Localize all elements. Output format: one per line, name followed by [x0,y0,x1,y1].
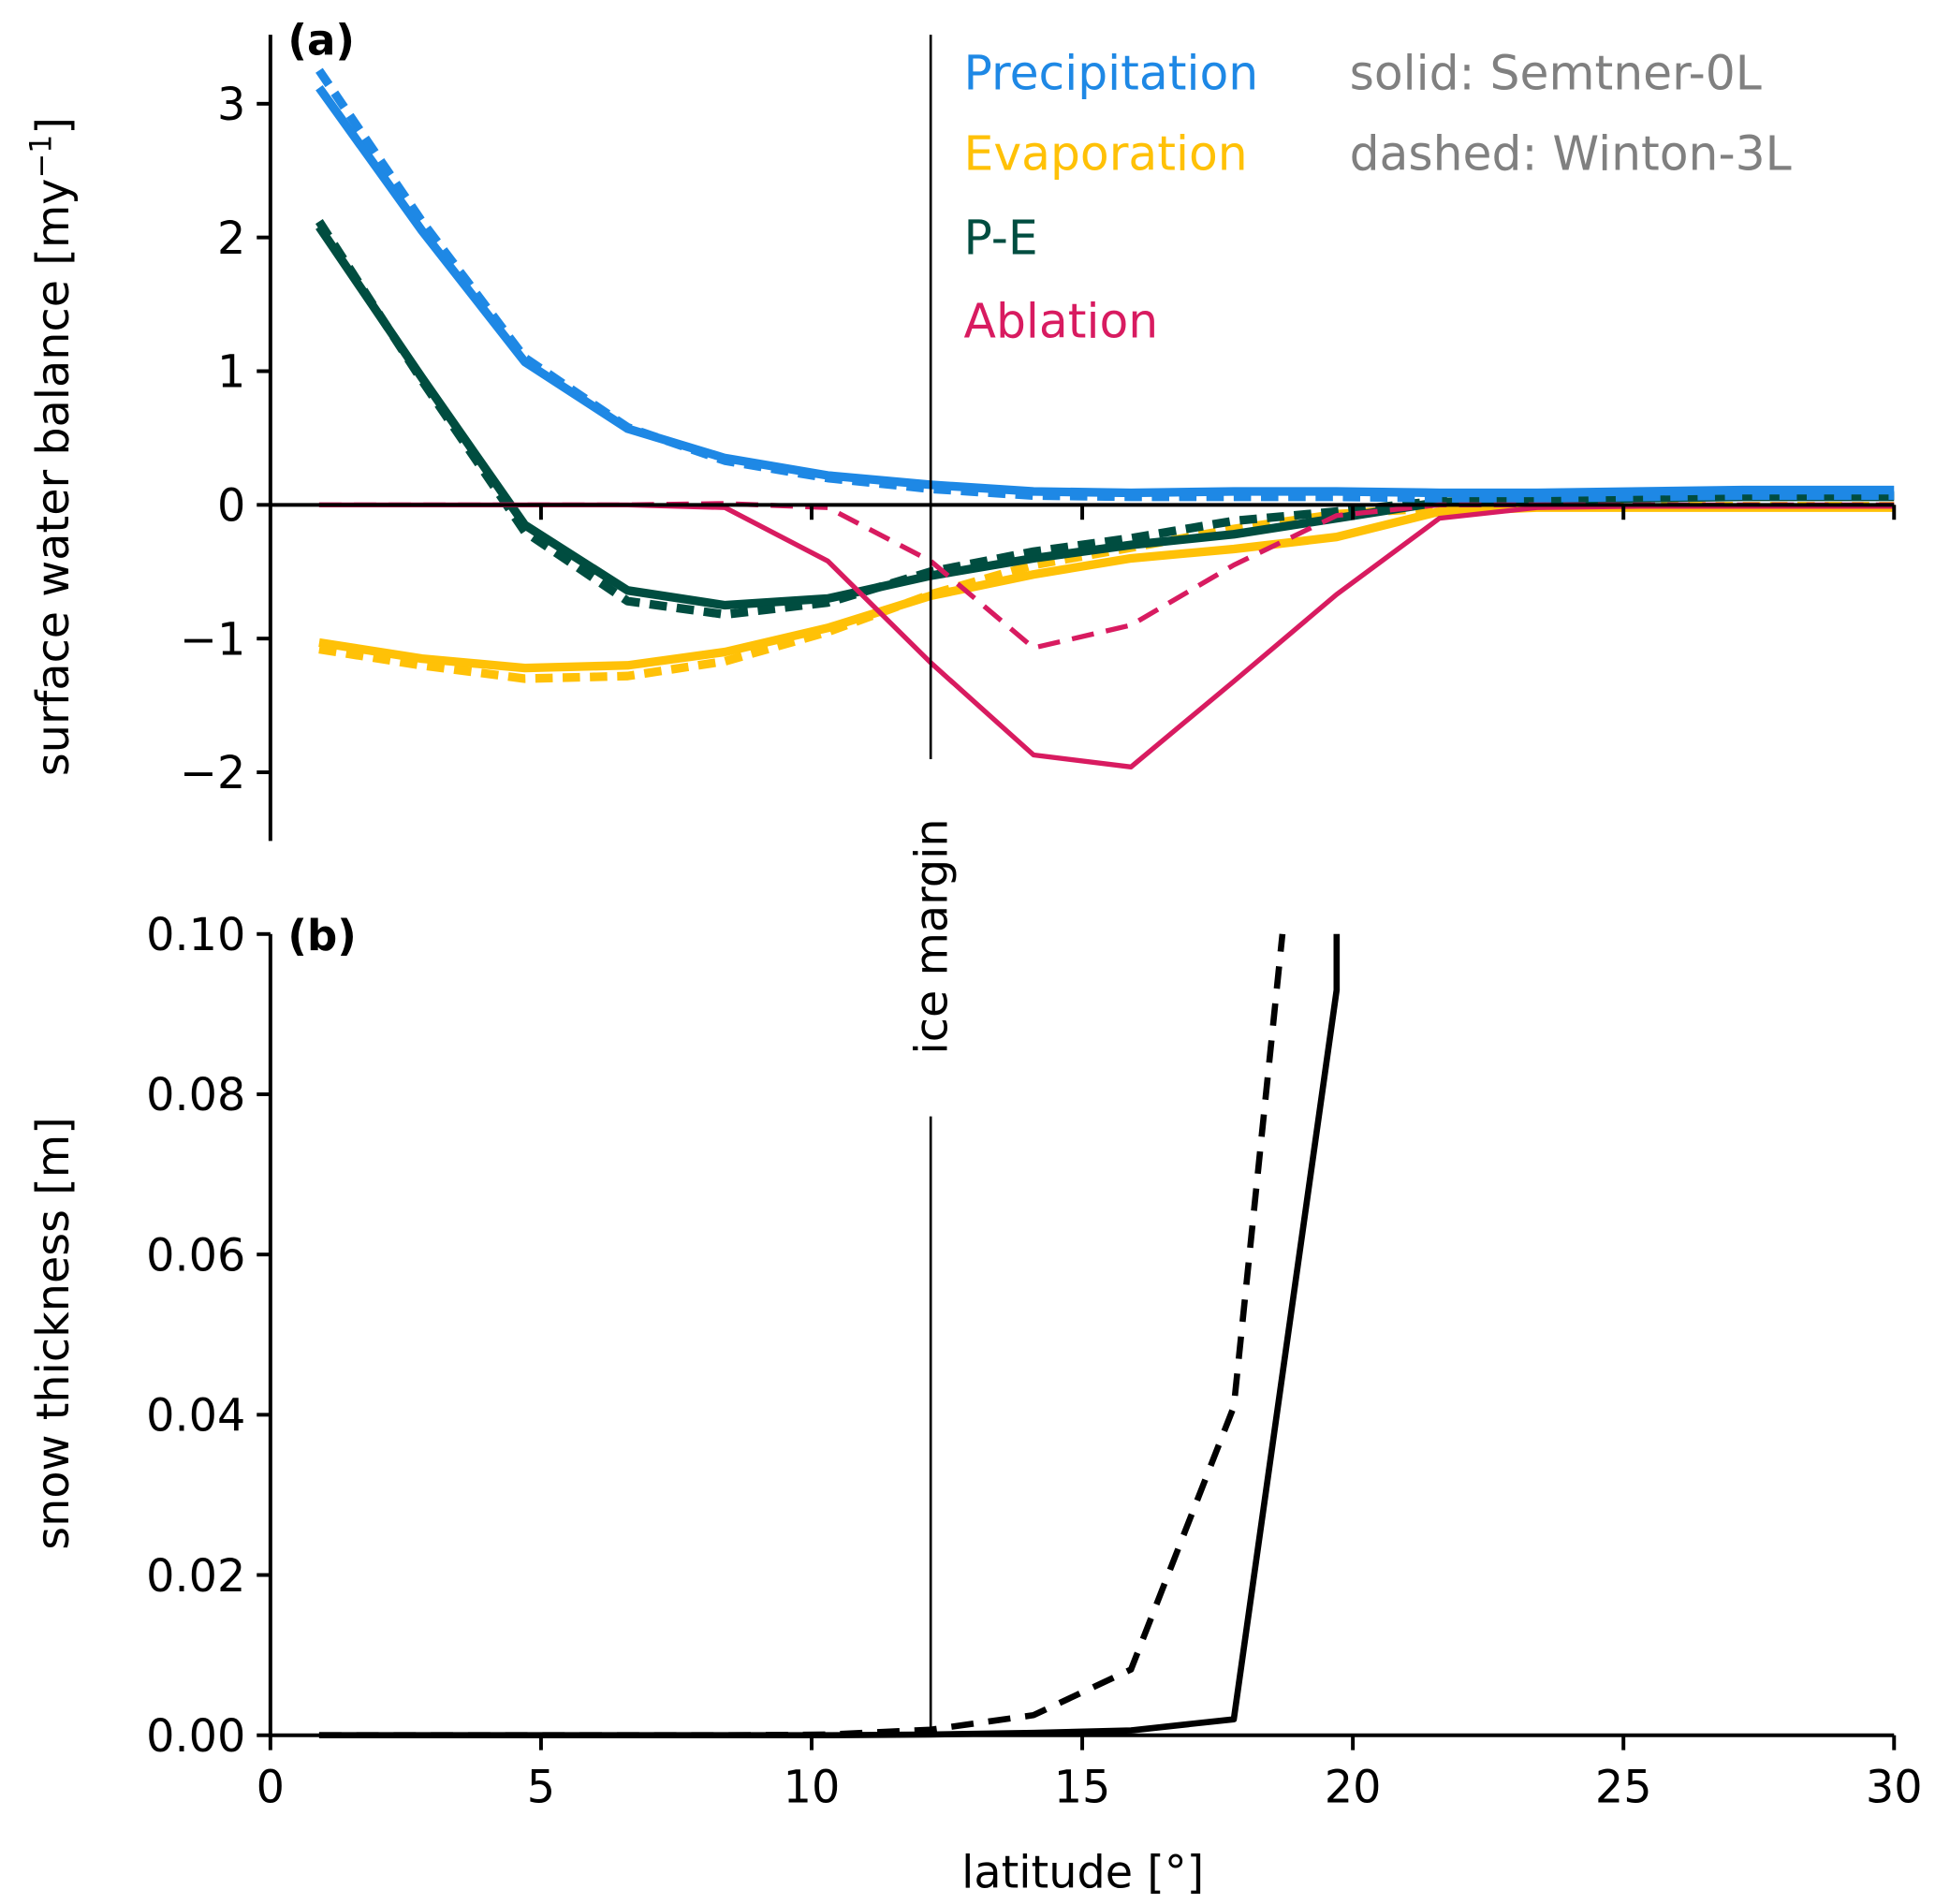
panel-b-x-tick-label: 30 [1866,1762,1923,1813]
panel-a-y-tick-label: −2 [180,748,245,799]
panel-b-y-axis-label: snow thickness [m] [28,1117,80,1550]
panel-a-y-axis-label: surface water balance [my−1] [23,117,80,776]
series-snow-thickness-solid [318,933,1341,1739]
panel-b-x-tick-label: 10 [784,1762,841,1813]
panel-b-y-tick-label: 0.06 [146,1230,245,1282]
panel-a-y-tick-label: −1 [180,614,245,666]
legend-entry-p-e: P-E [964,211,1038,266]
series-precipitation-dashed [315,67,1895,503]
panel-b-label: (b) [287,911,356,960]
panel-b-y-tick-label: 0.04 [146,1391,245,1443]
panel-b-y-tick-label: 0.10 [146,910,245,961]
panel-b: 0.00 0.02 0.04 0.06 0.08 0.10 0 5 10 15 20 25 30 (b… [28,910,1923,1899]
panel-b-x-ticks: 0 5 10 15 20 25 30 [257,1735,1923,1813]
series-snow-thickness-dashed [318,933,1286,1739]
panel-b-y-tick-label: 0.08 [146,1070,245,1121]
series-p-e-solid [315,224,1895,610]
series-evaporation-dashed [318,502,1895,683]
panel-b-series [318,933,1341,1739]
panel-a-y-tick-label: 0 [217,481,245,533]
panel-b-x-tick-label: 5 [527,1762,555,1813]
series-ablation-dashed [318,501,1895,651]
panel-b-x-tick-label: 25 [1595,1762,1652,1813]
legend-note-solid: solid: Semtner-0L [1350,45,1762,100]
series-evaporation-solid [318,503,1895,673]
ice-margin-marker: ice margin [906,35,958,1736]
legend-note-dashed: dashed: Winton-3L [1350,126,1792,182]
panel-a-label: (a) [287,15,355,65]
panel-a-legend: Precipitation Evaporation P-E Ablation s… [964,45,1792,348]
panel-a-y-tick-label: 2 [217,213,245,265]
panel-a-y-tick-label: 1 [217,347,245,399]
panel-b-x-tick-label: 20 [1325,1762,1382,1813]
panel-a-x-ticks [538,505,1897,520]
ice-margin-label: ice margin [906,818,958,1054]
legend-entry-evaporation: Evaporation [964,126,1248,182]
legend-entry-precipitation: Precipitation [964,45,1259,100]
panel-b-x-axis-label: latitude [°] [961,1848,1204,1899]
panel-a: 3 2 1 0 −1 −2 (a) surface water balance [my−1… [23,15,1897,842]
panel-b-y-ticks: 0.00 0.02 0.04 0.06 0.08 0.10 [146,910,271,1763]
legend-entry-ablation: Ablation [964,293,1159,348]
panel-b-x-tick-label: 0 [257,1762,285,1813]
panel-a-y-tick-label: 3 [217,80,245,131]
panel-b-y-tick-label: 0.02 [146,1551,245,1603]
panel-b-x-tick-label: 15 [1054,1762,1111,1813]
panel-a-y-ticks: 3 2 1 0 −1 −2 [180,80,271,799]
panel-b-y-tick-label: 0.00 [146,1711,245,1763]
